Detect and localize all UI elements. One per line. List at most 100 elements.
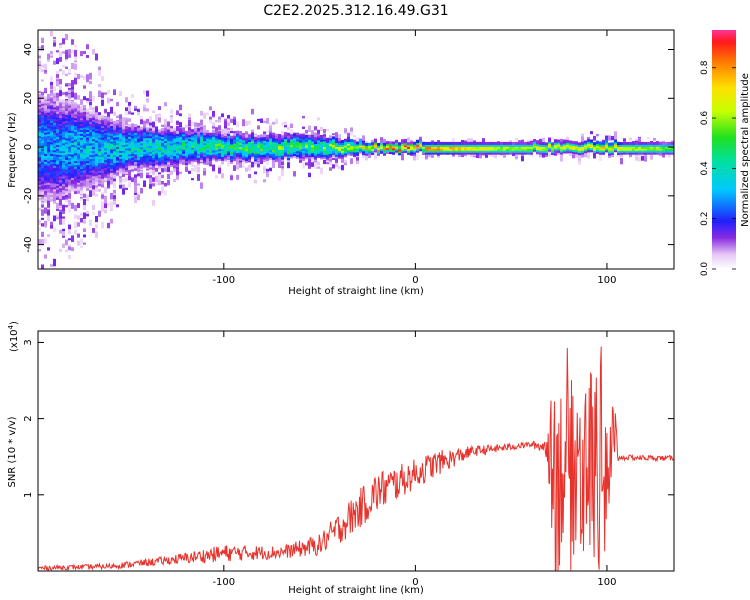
heatmap-cell bbox=[212, 133, 215, 137]
heatmap-cell bbox=[41, 137, 44, 141]
heatmap-cell bbox=[47, 185, 50, 189]
heatmap-cell bbox=[119, 132, 122, 136]
heatmap-cell bbox=[65, 184, 68, 188]
heatmap-cell bbox=[470, 151, 473, 155]
heatmap-cell bbox=[47, 101, 50, 105]
heatmap-cell bbox=[173, 131, 176, 135]
heatmap-cell bbox=[491, 149, 494, 153]
heatmap-cell bbox=[191, 148, 194, 152]
heatmap-cell bbox=[71, 186, 74, 190]
heatmap-cell bbox=[92, 165, 95, 169]
heatmap-cell bbox=[110, 123, 113, 127]
heatmap-cell bbox=[278, 175, 281, 181]
heatmap-cell bbox=[518, 141, 521, 145]
heatmap-cell bbox=[128, 165, 131, 169]
heatmap-cell bbox=[62, 136, 65, 140]
heatmap-cell bbox=[104, 159, 107, 163]
heatmap-cell bbox=[77, 113, 80, 117]
heatmap-cell bbox=[62, 132, 65, 136]
heatmap-cell bbox=[230, 159, 233, 163]
heatmap-cell bbox=[53, 86, 56, 92]
heatmap-cell bbox=[287, 137, 290, 141]
heatmap-cell bbox=[203, 140, 206, 144]
heatmap-cell bbox=[533, 140, 536, 144]
heatmap-cell bbox=[452, 143, 455, 147]
heatmap-cell bbox=[110, 140, 113, 144]
heatmap-cell bbox=[254, 150, 257, 154]
heatmap-cell bbox=[488, 147, 491, 151]
heatmap-cell bbox=[428, 147, 431, 151]
heatmap-cell bbox=[233, 134, 236, 138]
heatmap-cell bbox=[107, 134, 110, 138]
heatmap-cell bbox=[44, 115, 47, 119]
heatmap-cell bbox=[140, 115, 143, 120]
heatmap-cell bbox=[104, 168, 107, 172]
heatmap-cell bbox=[152, 151, 155, 155]
heatmap-cell bbox=[206, 112, 209, 116]
heatmap-cell bbox=[80, 185, 83, 189]
heatmap-cell bbox=[113, 163, 116, 167]
heatmap-cell bbox=[113, 122, 116, 126]
heatmap-cell bbox=[311, 150, 314, 154]
heatmap-cell bbox=[125, 141, 128, 145]
heatmap-cell bbox=[161, 151, 164, 155]
heatmap-cell bbox=[92, 185, 95, 192]
heatmap-cell bbox=[287, 155, 290, 159]
heatmap-cell bbox=[353, 149, 356, 153]
heatmap-cell bbox=[149, 177, 152, 185]
heatmap-cell bbox=[53, 96, 56, 100]
heatmap-cell bbox=[308, 146, 311, 150]
heatmap-cell bbox=[119, 148, 122, 152]
heatmap-cell bbox=[185, 164, 188, 168]
heatmap-cell bbox=[542, 142, 545, 146]
heatmap-cell bbox=[80, 173, 83, 177]
heatmap-cell bbox=[62, 148, 65, 152]
heatmap-cell bbox=[323, 149, 326, 153]
heatmap-cell bbox=[332, 148, 335, 152]
heatmap-cell bbox=[413, 143, 416, 147]
heatmap-cell bbox=[62, 185, 65, 189]
heatmap-cell bbox=[116, 120, 119, 124]
heatmap-cell bbox=[47, 59, 50, 62]
heatmap-cell bbox=[200, 133, 203, 137]
heatmap-cell bbox=[215, 127, 218, 132]
heatmap-cell bbox=[242, 154, 245, 158]
heatmap-cell bbox=[131, 127, 134, 131]
heatmap-cell bbox=[272, 135, 275, 139]
heatmap-cell bbox=[200, 135, 203, 139]
heatmap-cell bbox=[347, 152, 350, 156]
heatmap-cell bbox=[68, 118, 71, 122]
heatmap-cell bbox=[134, 129, 137, 133]
heatmap-cell bbox=[41, 128, 44, 132]
heatmap-cell bbox=[53, 178, 56, 182]
heatmap-cell bbox=[299, 155, 302, 159]
heatmap-cell bbox=[86, 177, 89, 181]
heatmap-cell bbox=[158, 166, 161, 170]
heatmap-cell bbox=[53, 176, 56, 180]
heatmap-cell bbox=[122, 149, 125, 153]
heatmap-cell bbox=[200, 153, 203, 157]
heatmap-cell bbox=[41, 155, 44, 159]
heatmap-cell bbox=[53, 60, 56, 65]
heatmap-cell bbox=[503, 151, 506, 155]
heatmap-cell bbox=[374, 149, 377, 153]
heatmap-cell bbox=[77, 123, 80, 127]
heatmap-cell bbox=[455, 151, 458, 155]
heatmap-cell bbox=[218, 148, 221, 152]
heatmap-cell bbox=[98, 83, 101, 88]
heatmap-cell bbox=[71, 93, 74, 98]
heatmap-cell bbox=[56, 97, 59, 101]
heatmap-cell bbox=[398, 144, 401, 148]
heatmap-cell bbox=[38, 152, 41, 156]
heatmap-cell bbox=[560, 151, 563, 155]
heatmap-cell bbox=[164, 157, 167, 161]
heatmap-cell bbox=[107, 177, 110, 181]
heatmap-cell bbox=[551, 146, 554, 150]
heatmap-cell bbox=[83, 96, 86, 101]
heatmap-cell bbox=[50, 143, 53, 147]
heatmap-cell bbox=[53, 135, 56, 139]
heatmap-cell bbox=[68, 184, 71, 188]
heatmap-cell bbox=[77, 126, 80, 130]
heatmap-cell bbox=[152, 131, 155, 135]
heatmap-cell bbox=[152, 162, 155, 166]
